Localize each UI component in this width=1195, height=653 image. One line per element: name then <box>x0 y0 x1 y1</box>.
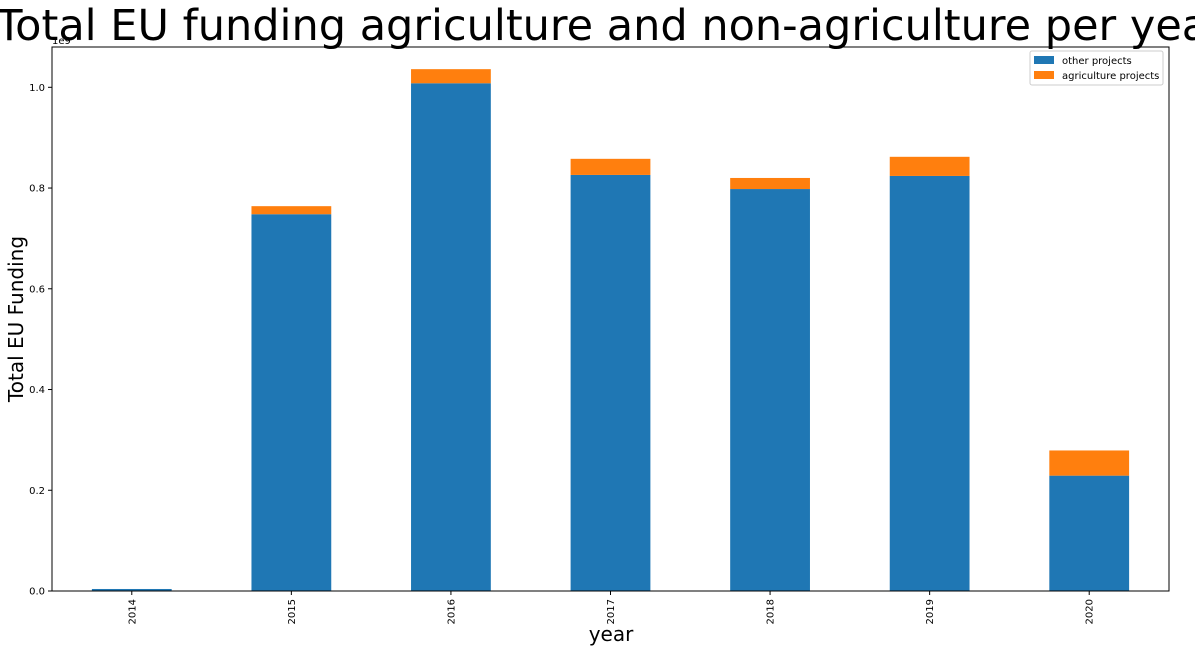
bar-other-2016 <box>411 83 491 592</box>
bar-agriculture-2020 <box>1049 450 1130 476</box>
x-ticks-group: 2014 2015 2016 2017 2018 2019 2020 <box>127 591 1096 624</box>
plot-frame <box>51 46 1170 592</box>
bar-agriculture-2019 <box>889 156 970 176</box>
y-tick-label: 0.0 <box>29 587 45 598</box>
x-tick-label-2017: 2017 <box>606 599 617 624</box>
y-tick-label: 0.2 <box>29 486 45 497</box>
x-tick-label-2014: 2014 <box>127 599 138 624</box>
legend-label-agriculture: agriculture projects <box>1062 71 1159 82</box>
y-axis-label: Total EU Funding <box>4 236 28 403</box>
x-axis-label: year <box>589 622 634 646</box>
x-tick-label-2019: 2019 <box>925 599 936 624</box>
bar-other-2015 <box>251 214 332 592</box>
bars-group <box>91 69 1130 592</box>
bar-other-2018 <box>730 189 810 592</box>
bar-other-2017 <box>570 174 651 591</box>
legend: other projects agriculture projects <box>1029 50 1164 86</box>
chart-title: Total EU funding agriculture and non-agr… <box>0 1 1195 51</box>
x-tick-label-2020: 2020 <box>1085 599 1096 624</box>
y-tick-label: 0.8 <box>29 184 45 195</box>
bar-agriculture-2016 <box>411 69 491 84</box>
legend-swatch-agriculture <box>1034 71 1054 79</box>
bar-other-2019 <box>889 175 970 591</box>
x-tick-label-2016: 2016 <box>446 599 457 624</box>
legend-box <box>1029 50 1164 86</box>
legend-label-other: other projects <box>1062 56 1132 67</box>
bar-agriculture-2018 <box>730 177 810 190</box>
bar-other-2020 <box>1049 475 1130 591</box>
y-tick-label: 0.4 <box>29 385 45 396</box>
legend-swatch-other <box>1034 56 1054 64</box>
y-ticks-group: 0.0 0.2 0.4 0.6 0.8 1.0 <box>29 83 52 598</box>
y-offset-label: 1e9 <box>52 36 71 47</box>
x-tick-label-2015: 2015 <box>287 599 298 624</box>
x-tick-label-2018: 2018 <box>766 599 777 624</box>
y-tick-label: 1.0 <box>29 83 45 94</box>
bar-other-2014 <box>91 588 172 591</box>
y-tick-label: 0.6 <box>29 284 45 295</box>
bar-agriculture-2017 <box>570 158 651 175</box>
bar-agriculture-2015 <box>251 206 332 215</box>
